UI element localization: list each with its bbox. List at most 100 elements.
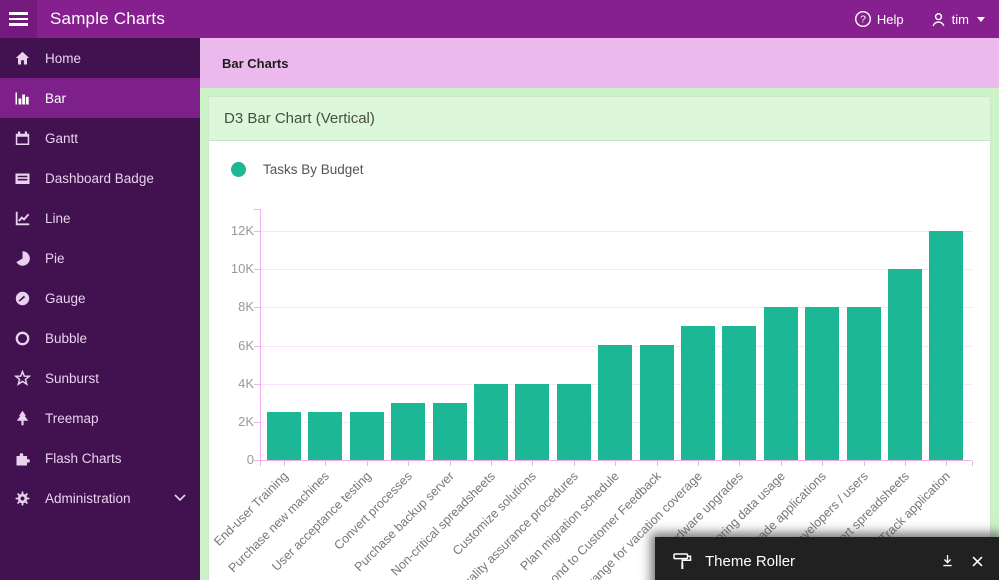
y-tick bbox=[254, 422, 260, 423]
bar-chart: 0 2K 4K 6K 8K 10K 12K End-user Training Purchase… bbox=[209, 141, 992, 580]
bar[interactable] bbox=[557, 384, 591, 460]
app-title: Sample Charts bbox=[50, 9, 166, 28]
theme-roller-actions bbox=[940, 553, 999, 569]
x-axis-end-tick bbox=[972, 461, 973, 466]
x-tick bbox=[408, 461, 409, 466]
y-tick bbox=[254, 269, 260, 270]
pie-chart-icon bbox=[13, 250, 32, 267]
bar[interactable] bbox=[391, 403, 425, 460]
sidebar-item-label: Flash Charts bbox=[45, 450, 122, 466]
sidebar-item-bar[interactable]: Bar bbox=[0, 78, 200, 118]
bar[interactable] bbox=[681, 326, 715, 460]
x-tick bbox=[739, 461, 740, 466]
sidebar-item-home[interactable]: Home bbox=[0, 38, 200, 78]
help-icon: ? bbox=[854, 10, 872, 28]
x-tick bbox=[450, 461, 451, 466]
breadcrumb-bar: Bar Charts bbox=[200, 38, 999, 88]
sidebar-item-label: Gauge bbox=[45, 290, 86, 306]
sidebar-item-line[interactable]: Line bbox=[0, 198, 200, 238]
x-tick bbox=[325, 461, 326, 466]
y-axis-line bbox=[260, 209, 261, 460]
sidebar-item-pie[interactable]: Pie bbox=[0, 238, 200, 278]
x-tick bbox=[532, 461, 533, 466]
bar[interactable] bbox=[888, 269, 922, 460]
x-tick bbox=[946, 461, 947, 466]
download-icon[interactable] bbox=[940, 553, 955, 569]
x-tick bbox=[781, 461, 782, 466]
sidebar-item-sunburst[interactable]: Sunburst bbox=[0, 358, 200, 398]
sidebar-item-bubble[interactable]: Bubble bbox=[0, 318, 200, 358]
sidebar-item-label: Home bbox=[45, 50, 82, 66]
content-area: D3 Bar Chart (Vertical) Tasks By Budget … bbox=[200, 88, 999, 580]
chart-panel: D3 Bar Chart (Vertical) Tasks By Budget … bbox=[208, 96, 991, 580]
paint-roller-icon bbox=[672, 551, 693, 571]
y-tick-label: 10K bbox=[230, 261, 254, 276]
gear-icon bbox=[13, 490, 32, 507]
bar[interactable] bbox=[267, 412, 301, 460]
calendar-icon bbox=[13, 130, 32, 147]
top-bar-actions: ? Help tim bbox=[854, 10, 999, 28]
star-icon bbox=[13, 369, 32, 387]
sidebar-item-label: Gantt bbox=[45, 130, 79, 146]
puzzle-icon bbox=[13, 450, 32, 467]
sidebar-item-label: Pie bbox=[45, 250, 65, 266]
y-gridline bbox=[261, 231, 972, 232]
x-tick bbox=[822, 461, 823, 466]
y-tick bbox=[254, 231, 260, 232]
sidebar-item-label: Treemap bbox=[45, 410, 99, 426]
x-tick bbox=[615, 461, 616, 466]
bar[interactable] bbox=[350, 412, 384, 460]
sidebar-item-label: Administration bbox=[45, 490, 131, 506]
x-axis-line bbox=[260, 460, 972, 461]
sidebar-nav: Home Bar Gantt Dashboard Badge Line Pie Gauge B… bbox=[0, 38, 200, 580]
sidebar-item-administration[interactable]: Administration bbox=[0, 478, 200, 518]
x-tick bbox=[574, 461, 575, 466]
sidebar-item-flash-charts[interactable]: Flash Charts bbox=[0, 438, 200, 478]
bar[interactable] bbox=[515, 384, 549, 460]
newspaper-icon bbox=[13, 170, 32, 187]
sidebar-item-gantt[interactable]: Gantt bbox=[0, 118, 200, 158]
x-tick bbox=[864, 461, 865, 466]
close-icon[interactable] bbox=[971, 555, 984, 568]
y-axis-end-tick bbox=[254, 209, 260, 210]
y-tick-label: 0 bbox=[246, 452, 254, 467]
sidebar-item-label: Sunburst bbox=[45, 370, 100, 386]
y-tick bbox=[254, 384, 260, 385]
y-gridline bbox=[261, 307, 972, 308]
x-tick bbox=[491, 461, 492, 466]
chevron-down-icon bbox=[174, 494, 186, 502]
x-tick bbox=[657, 461, 658, 466]
y-tick-label: 12K bbox=[230, 223, 254, 238]
legend-label: Tasks By Budget bbox=[263, 162, 364, 177]
user-menu[interactable]: tim bbox=[930, 11, 985, 28]
bar[interactable] bbox=[308, 412, 342, 460]
y-tick bbox=[254, 460, 260, 461]
sidebar-item-treemap[interactable]: Treemap bbox=[0, 398, 200, 438]
svg-text:?: ? bbox=[860, 14, 866, 26]
bar[interactable] bbox=[847, 307, 881, 460]
bar[interactable] bbox=[929, 231, 963, 460]
user-name: tim bbox=[951, 11, 969, 27]
y-gridline bbox=[261, 269, 972, 270]
hamburger-menu-button[interactable] bbox=[0, 0, 37, 38]
sidebar-item-label: Line bbox=[45, 210, 71, 226]
tree-icon bbox=[13, 410, 32, 427]
bar[interactable] bbox=[474, 384, 508, 460]
page-title: D3 Bar Chart (Vertical) bbox=[224, 110, 375, 127]
sidebar-item-gauge[interactable]: Gauge bbox=[0, 278, 200, 318]
gauge-icon bbox=[13, 290, 32, 307]
y-tick-label: 6K bbox=[238, 338, 254, 353]
bar[interactable] bbox=[764, 307, 798, 460]
chart-legend[interactable]: Tasks By Budget bbox=[231, 162, 364, 177]
sidebar-item-label: Dashboard Badge bbox=[45, 170, 154, 186]
chart-panel-body: Tasks By Budget 0 2K 4K 6K 8K 10K 12K End-user … bbox=[209, 141, 990, 580]
help-button[interactable]: ? Help bbox=[854, 10, 904, 28]
bar[interactable] bbox=[722, 326, 756, 460]
bar[interactable] bbox=[598, 345, 632, 460]
bar[interactable] bbox=[640, 345, 674, 460]
sidebar-item-dashboard-badge[interactable]: Dashboard Badge bbox=[0, 158, 200, 198]
top-bar: Sample Charts ? Help tim bbox=[0, 0, 999, 38]
bar[interactable] bbox=[433, 403, 467, 460]
bar[interactable] bbox=[805, 307, 839, 460]
